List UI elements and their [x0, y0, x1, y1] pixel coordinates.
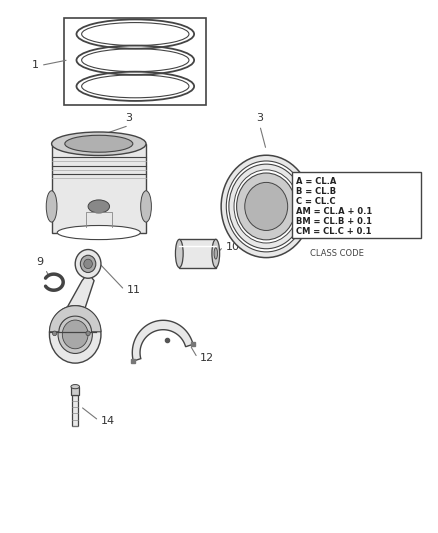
Text: 3: 3 — [125, 113, 132, 123]
Ellipse shape — [65, 135, 133, 152]
Bar — [64, 19, 206, 104]
Ellipse shape — [176, 239, 183, 268]
Ellipse shape — [49, 306, 101, 363]
Ellipse shape — [58, 316, 92, 353]
Text: 3: 3 — [256, 113, 263, 123]
FancyBboxPatch shape — [52, 144, 146, 232]
Ellipse shape — [229, 164, 304, 249]
Ellipse shape — [86, 331, 90, 336]
Polygon shape — [49, 306, 101, 332]
Bar — [292, 173, 421, 238]
Bar — [302, 214, 310, 221]
Text: 12: 12 — [200, 353, 214, 363]
Text: 14: 14 — [101, 416, 115, 425]
Ellipse shape — [53, 331, 57, 336]
Ellipse shape — [62, 320, 88, 349]
Ellipse shape — [214, 248, 218, 259]
Polygon shape — [61, 279, 94, 317]
Ellipse shape — [212, 239, 219, 268]
Text: 1: 1 — [32, 60, 39, 70]
Bar — [302, 202, 310, 209]
Text: CLASS CODE: CLASS CODE — [310, 249, 364, 259]
Text: BM = CL.B + 0.1: BM = CL.B + 0.1 — [296, 217, 372, 226]
Text: 10: 10 — [226, 241, 240, 252]
Ellipse shape — [237, 173, 296, 240]
Ellipse shape — [245, 182, 288, 230]
Text: C = CL.C: C = CL.C — [296, 197, 336, 206]
Text: B = CL.B: B = CL.B — [296, 187, 336, 196]
Ellipse shape — [52, 132, 146, 156]
Ellipse shape — [80, 255, 96, 272]
Text: A = CL.A: A = CL.A — [296, 176, 337, 185]
Ellipse shape — [57, 225, 140, 240]
Ellipse shape — [88, 200, 110, 213]
Ellipse shape — [221, 155, 311, 257]
Bar — [179, 239, 216, 268]
Ellipse shape — [234, 170, 298, 243]
Ellipse shape — [71, 384, 80, 389]
Bar — [302, 191, 310, 198]
Text: CM = CL.C + 0.1: CM = CL.C + 0.1 — [296, 227, 372, 236]
Bar — [71, 386, 80, 395]
Ellipse shape — [84, 259, 92, 269]
Text: 11: 11 — [127, 285, 141, 295]
Ellipse shape — [226, 161, 306, 252]
Ellipse shape — [141, 191, 152, 222]
Text: AM = CL.A + 0.1: AM = CL.A + 0.1 — [296, 207, 372, 216]
Ellipse shape — [46, 191, 57, 222]
Bar — [72, 395, 78, 426]
Polygon shape — [132, 320, 193, 361]
Ellipse shape — [75, 249, 101, 278]
Text: 9: 9 — [36, 256, 43, 266]
